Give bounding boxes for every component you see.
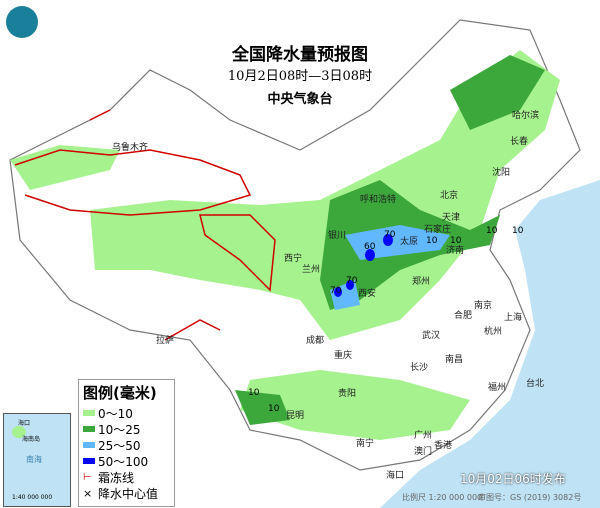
city-label: 乌鲁木齐 — [112, 143, 149, 153]
city-label: 哈尔滨 — [512, 111, 540, 121]
city-label: 昆明 — [286, 411, 305, 421]
frost-line-icon: ⊢ — [83, 471, 92, 483]
city-label: 济南 — [446, 246, 465, 256]
city-label: 石家庄 — [424, 225, 452, 235]
review-number: 审图号：GS (2019) 3082号 — [478, 493, 582, 502]
rain-50-100 — [334, 234, 393, 297]
frost-lines — [14, 109, 276, 341]
city-label: 合肥 — [454, 311, 473, 321]
center-value: 10 — [268, 404, 280, 414]
issue-time: 10月02日06时发布 — [460, 472, 566, 486]
city-label: 天津 — [442, 213, 461, 223]
city-label: 广州 — [414, 431, 433, 441]
city-label: 贵阳 — [338, 389, 357, 399]
city-label: 太原 — [400, 237, 419, 247]
organization: 中央气象台 — [267, 92, 333, 107]
city-label: 上海 — [504, 313, 523, 323]
legend-item: 0～10 — [83, 405, 174, 421]
map-scale: 比例尺 1:20 000 000 — [402, 493, 483, 502]
city-label: 澳门 — [414, 447, 433, 457]
rain-25-50 — [330, 225, 450, 310]
city-label: 郑州 — [412, 277, 431, 287]
city-label: 海口 — [386, 471, 405, 481]
inset-island: 海南岛 — [22, 436, 41, 443]
center-value: 70 — [330, 286, 342, 296]
city-label: 长春 — [510, 137, 529, 147]
center-value: 10 — [248, 388, 260, 398]
center-value: 70 — [384, 230, 396, 240]
south-china-sea-inset: 海口 海南岛 南海 1:40 000 000 — [3, 413, 71, 507]
city-label: 重庆 — [334, 351, 353, 361]
city-label: 成都 — [306, 336, 325, 346]
city-label: 沈阳 — [492, 168, 511, 178]
cross-icon: × — [83, 486, 93, 500]
center-value: 70 — [346, 276, 358, 286]
city-label: 南宁 — [356, 439, 375, 449]
city-label: 兰州 — [302, 265, 321, 275]
center-value: 10 — [450, 236, 462, 246]
city-label: 长沙 — [410, 363, 429, 373]
city-label: 西宁 — [284, 254, 303, 264]
legend-item: 10～25 — [83, 421, 174, 437]
legend-title: 图例(毫米) — [83, 384, 157, 402]
inset-scale: 1:40 000 000 — [12, 494, 53, 501]
city-label: 南昌 — [445, 355, 464, 365]
legend: 图例(毫米) 0～10 10～25 25～50 50～100 ⊢ 霜冻线 × 降水中… — [78, 379, 175, 507]
forecast-period: 10月2日08时—3日08时 — [227, 69, 373, 84]
city-label: 拉萨 — [156, 336, 175, 346]
map-title: 全国降水量预报图 — [232, 45, 368, 65]
city-label: 台北 — [526, 379, 545, 389]
center-value: 10 — [426, 236, 438, 246]
center-value: 60 — [364, 242, 376, 252]
city-label: 香港 — [434, 441, 453, 451]
city-label: 杭州 — [484, 327, 503, 337]
legend-item: 50～100 — [83, 453, 174, 469]
sea — [380, 180, 600, 508]
inset-sea: 南海 — [26, 455, 42, 464]
city-label: 福州 — [488, 383, 507, 393]
center-value: 10 — [486, 226, 498, 236]
city-label: 南京 — [474, 301, 493, 311]
city-label: 北京 — [440, 191, 459, 201]
city-label: 呼和浩特 — [360, 195, 397, 205]
center-value: 10 — [512, 226, 524, 236]
legend-item: 25～50 — [83, 437, 174, 453]
legend-item: × 降水中心值 — [83, 486, 159, 501]
legend-item: ⊢ 霜冻线 — [83, 470, 135, 485]
rain-0-10 — [10, 50, 560, 440]
inset-city: 海口 — [18, 420, 31, 427]
city-label: 武汉 — [422, 331, 441, 341]
city-label: 银川 — [328, 231, 347, 241]
cma-logo — [6, 6, 38, 38]
city-label: 西安 — [358, 289, 377, 299]
